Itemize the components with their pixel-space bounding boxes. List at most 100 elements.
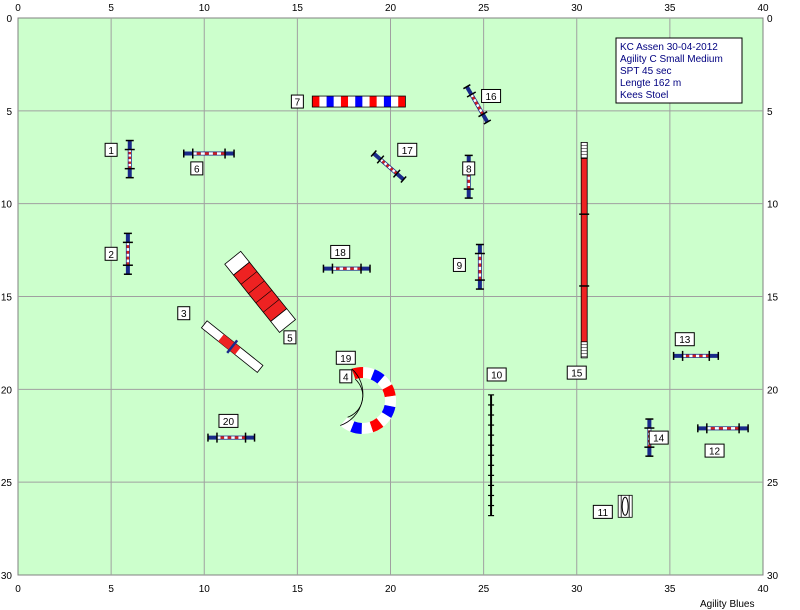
- bar-segment: [387, 165, 392, 170]
- tunnel-segment: [348, 96, 356, 108]
- y-tick-label-right: 0: [767, 14, 773, 25]
- obstacle-label-18: 18: [335, 248, 347, 259]
- obstacle-label-box: [452, 257, 466, 272]
- dogwalk-contact: [580, 141, 588, 159]
- obstacle-10-weave: [488, 394, 495, 517]
- dogwalk-contact: [580, 341, 588, 359]
- obstacle-12-jump: [697, 423, 749, 434]
- x-tick-label-bottom: 25: [478, 584, 490, 595]
- tunnel-segment: [340, 96, 349, 108]
- bar-segment: [391, 169, 396, 173]
- y-tick-label-right: 5: [767, 107, 773, 118]
- tunnel-segment: [383, 96, 392, 108]
- box-slat: [263, 299, 280, 313]
- bar-segment: [385, 163, 390, 168]
- obstacle-label-box: [335, 350, 356, 365]
- y-tick-label-left: 10: [1, 200, 13, 211]
- seesaw-pivot: [226, 339, 239, 354]
- jump-foot: [483, 119, 492, 125]
- tunnel-segment: [362, 96, 370, 108]
- bar-segment: [478, 108, 483, 113]
- tunnel-segment: [350, 421, 363, 434]
- tunnel-segment: [351, 366, 364, 380]
- tunnel-outline: [311, 95, 406, 108]
- x-tick-label-top: 30: [571, 3, 583, 14]
- obstacle-label-box: [339, 369, 353, 384]
- tunnel-segment: [384, 395, 397, 408]
- obstacle-label-box: [481, 88, 502, 103]
- y-tick-label-right: 30: [767, 571, 779, 582]
- bar-segment: [477, 106, 482, 110]
- obstacle-label-box: [190, 161, 204, 176]
- obstacle-18-jump: [322, 263, 371, 274]
- jump-stand: [376, 155, 385, 164]
- box-panel: [270, 308, 297, 333]
- box-slat: [240, 271, 258, 285]
- obstacle-label-box: [566, 365, 587, 380]
- x-tick-label-top: 20: [385, 3, 397, 14]
- credit-text: Agility Blues: [700, 599, 754, 610]
- bar-segment: [474, 101, 479, 105]
- obstacle-label-5: 5: [287, 333, 293, 344]
- obstacle-label-3: 3: [181, 309, 187, 320]
- obstacle-label-8: 8: [466, 164, 472, 175]
- x-tick-label-bottom: 10: [199, 584, 211, 595]
- tire-ring: [621, 496, 629, 516]
- tunnel-segment: [376, 96, 384, 108]
- tunnel-segment: [377, 375, 392, 390]
- x-tick-label-top: 35: [664, 3, 676, 14]
- tunnel-segment: [369, 417, 384, 433]
- jump-foot: [400, 176, 407, 184]
- obstacle-label-box: [648, 430, 669, 445]
- obstacle-label-16: 16: [486, 92, 498, 103]
- obstacle-3-seesaw: [200, 320, 264, 373]
- dogwalk-plank: [580, 141, 588, 359]
- x-tick-label-top: 15: [292, 3, 304, 14]
- jump-stand: [466, 91, 477, 98]
- obstacle-label-box: [218, 413, 239, 428]
- obstacle-label-4: 4: [343, 372, 349, 383]
- obstacle-label-10: 10: [491, 370, 503, 381]
- info-box: KC Assen 30-04-2012 Agility C Small Medi…: [615, 37, 743, 104]
- obstacle-4-tunnel-curve: [340, 366, 397, 434]
- obstacle-label-6: 6: [194, 164, 200, 175]
- obstacle-6-jump: [183, 148, 235, 159]
- box-slat: [248, 280, 265, 294]
- x-tick-label-bottom: 40: [757, 584, 769, 595]
- obstacle-7-tunnel: [311, 95, 406, 108]
- obstacle-label-box: [177, 306, 191, 321]
- y-tick-label-left: 5: [6, 107, 12, 118]
- obstacle-label-box: [397, 142, 418, 157]
- x-tick-label-bottom: 15: [292, 584, 304, 595]
- tunnel-segment: [326, 96, 334, 108]
- x-tick-label-bottom: 35: [664, 584, 676, 595]
- obstacle-label-20: 20: [223, 417, 235, 428]
- obstacle-label-box: [290, 94, 304, 109]
- obstacle-1-jump: [124, 139, 135, 179]
- obstacle-17-jump: [370, 150, 407, 184]
- grid-lines: [18, 18, 763, 575]
- x-tick-label-bottom: 20: [385, 584, 397, 595]
- tunnel-segment: [376, 412, 392, 427]
- obstacle-13-jump: [672, 350, 720, 361]
- obstacle-15-dogwalk: [579, 141, 590, 359]
- y-tick-label-right: 10: [767, 200, 779, 211]
- obstacle-label-19: 19: [340, 354, 352, 365]
- obstacle-label-box: [330, 244, 351, 259]
- obstacle-label-14: 14: [653, 434, 665, 445]
- obstacle-label-11: 11: [598, 508, 609, 519]
- obstacle-label-13: 13: [679, 335, 691, 346]
- obstacle-2-jump: [122, 232, 133, 275]
- bar-segment: [381, 160, 386, 164]
- obstacle-label-2: 2: [108, 250, 114, 261]
- x-tick-label-top: 25: [478, 3, 490, 14]
- obstacle-label-7: 7: [295, 98, 301, 109]
- info-line-4: Lengte 162 m: [620, 78, 681, 89]
- tunnel-segment: [319, 96, 327, 108]
- bar-segment: [389, 167, 394, 172]
- y-tick-label-left: 20: [1, 385, 13, 396]
- x-tick-label-bottom: 5: [108, 584, 114, 595]
- x-tick-label-top: 10: [199, 3, 211, 14]
